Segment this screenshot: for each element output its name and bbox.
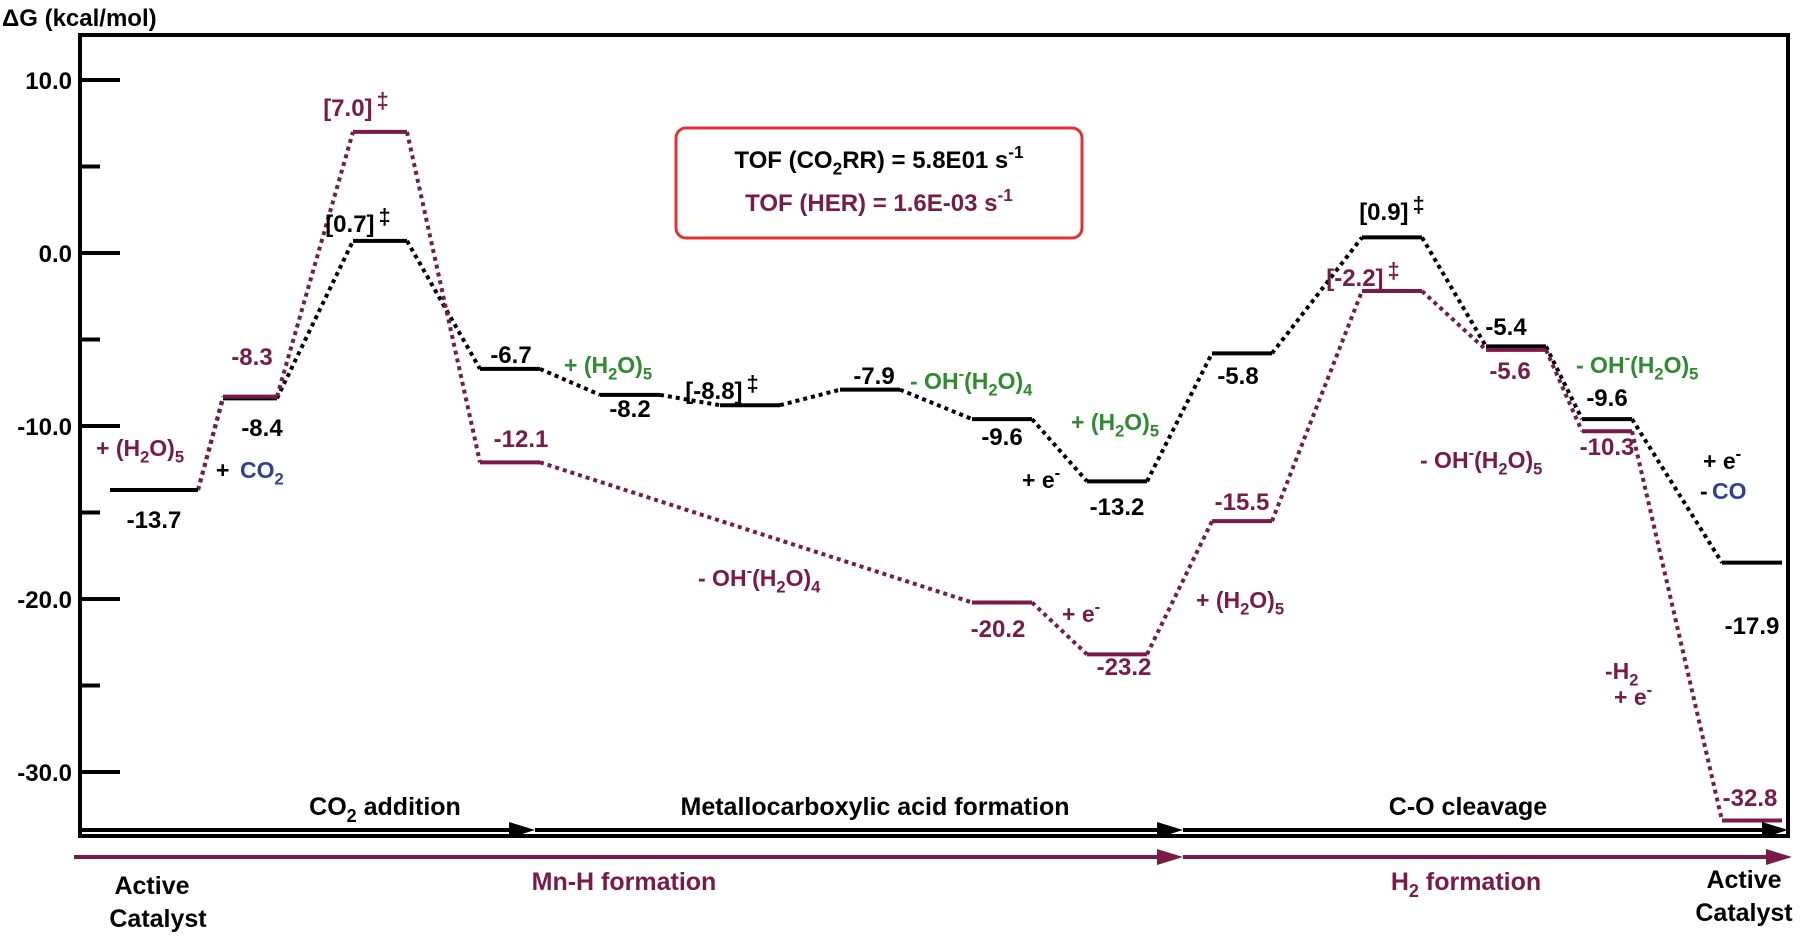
ann-h2: -H2 — [1605, 658, 1638, 689]
tof-co2rr-text: TOF (CO2RR) = 5.8E01 s-1 — [734, 142, 1024, 179]
plot-frame — [78, 33, 1790, 838]
co2rr-energy-label: [0.9] ‡ — [1359, 192, 1425, 226]
her-connector — [275, 131, 355, 398]
her-energy-label: -20.2 — [971, 616, 1026, 643]
y-tick-label: -10.0 — [17, 414, 72, 441]
her-connector — [1544, 349, 1584, 432]
tof-box — [674, 126, 1084, 240]
stage-arrow-co2-addition-head — [509, 822, 535, 838]
ann-co-minus: - — [1700, 478, 1708, 504]
co2rr-connector — [779, 387, 841, 408]
ann-h2o5-1: + (H2O)5 — [96, 435, 184, 466]
co2rr-connector — [1544, 345, 1584, 420]
y-tick-label: 0.0 — [39, 241, 72, 268]
ann-e-1: + e- — [1022, 463, 1060, 493]
y-tick-label: -30.0 — [17, 760, 72, 787]
co2rr-energy-label: -9.6 — [981, 424, 1022, 451]
co2rr-connector — [1420, 236, 1488, 348]
her-energy-label: -12.1 — [494, 426, 549, 453]
stage-arrow-metallocarboxylic-head — [1157, 822, 1183, 838]
her-connector — [1270, 290, 1364, 522]
co2rr-energy-label: -17.9 — [1725, 613, 1780, 640]
ann-oh-h2o5-2: - OH-(H2O)5 — [1420, 443, 1542, 478]
ann-h2o5-2: + (H2O)5 — [564, 352, 652, 383]
tof-her-text: TOF (HER) = 1.6E-03 s-1 — [745, 185, 1013, 217]
co2rr-energy-label: -7.9 — [853, 363, 894, 390]
endpoint-left-line2: Catalyst — [109, 905, 207, 933]
stage-arrow-h2-head — [1766, 849, 1792, 865]
ann-oh-h2o4-1: - OH-(H2O)4 — [910, 364, 1033, 399]
ann-e-3: + e- — [1703, 444, 1741, 474]
co2rr-connector — [1145, 352, 1214, 483]
ann-h2o5-4: + (H2O)5 — [1196, 587, 1284, 618]
her-connector — [539, 460, 973, 605]
stage-co-cleavage: C-O cleavage — [1389, 793, 1548, 821]
co2rr-energy-label: -5.4 — [1485, 314, 1527, 341]
stage-metallocarboxylic: Metallocarboxylic acid formation — [681, 793, 1070, 821]
ann-co2-plus: + — [216, 457, 229, 483]
her-connector — [1145, 520, 1214, 656]
co2rr-energy-label: -5.8 — [1217, 363, 1258, 390]
ann-h2o5-3: + (H2O)5 — [1071, 409, 1159, 440]
her-energy-label: [7.0] ‡ — [323, 88, 389, 122]
co2rr-energy-label: -8.4 — [241, 415, 283, 442]
stage-arrow-co-cleavage-head — [1762, 822, 1788, 838]
co2rr-energy-label: -8.2 — [609, 396, 650, 423]
her-connector — [1630, 430, 1724, 821]
stage-h2-formation: H2 formation — [1391, 868, 1541, 901]
her-energy-label: -8.3 — [231, 344, 272, 371]
co2rr-energy-label: -13.2 — [1090, 494, 1145, 521]
ann-e-4: + e- — [1614, 680, 1652, 710]
co2rr-energy-label: [0.7] ‡ — [325, 204, 391, 238]
her-energy-label: -10.3 — [1580, 434, 1635, 461]
y-axis-label: ΔG (kcal/mol) — [2, 5, 157, 32]
ann-co: CO — [1712, 478, 1747, 504]
stage-co2-addition: CO2 addition — [309, 793, 461, 826]
co2rr-energy-label: -13.7 — [127, 507, 182, 534]
her-connector — [405, 131, 482, 463]
co2rr-connector — [1030, 417, 1089, 483]
co2rr-connector — [899, 387, 973, 421]
co2rr-connector — [539, 367, 601, 397]
her-energy-label: -32.8 — [1723, 785, 1778, 812]
y-tick-label: -20.0 — [17, 587, 72, 614]
ann-e-2: + e- — [1062, 597, 1100, 627]
co2rr-connector — [1630, 418, 1724, 564]
co2rr-energy-label: -9.6 — [1586, 385, 1627, 412]
co2rr-energy-label: [-8.8] ‡ — [685, 371, 759, 405]
her-connector — [1420, 289, 1488, 352]
ann-co2: CO2 — [240, 457, 284, 488]
endpoint-right-line1: Active — [1706, 866, 1781, 894]
stage-arrow-mnh-head — [1157, 849, 1183, 865]
her-energy-label: -23.2 — [1097, 654, 1152, 681]
co2rr-energy-label: -6.7 — [490, 342, 531, 369]
her-energy-label: [-2.2] ‡ — [1326, 258, 1400, 292]
co2rr-connector — [659, 392, 721, 408]
ann-oh-h2o4-2: - OH-(H2O)4 — [698, 561, 821, 596]
ann-oh-h2o5-1: - OH-(H2O)5 — [1576, 348, 1698, 383]
her-energy-label: -15.5 — [1215, 489, 1270, 516]
her-energy-label: -5.6 — [1489, 358, 1530, 385]
stage-mnh-formation: Mn-H formation — [532, 868, 717, 896]
endpoint-left-line1: Active — [114, 872, 189, 900]
y-tick-label: 10.0 — [25, 68, 72, 95]
co2rr-connector — [275, 240, 355, 400]
her-connector — [196, 396, 225, 491]
endpoint-right-line2: Catalyst — [1695, 899, 1793, 927]
co2rr-connector — [1270, 236, 1364, 355]
